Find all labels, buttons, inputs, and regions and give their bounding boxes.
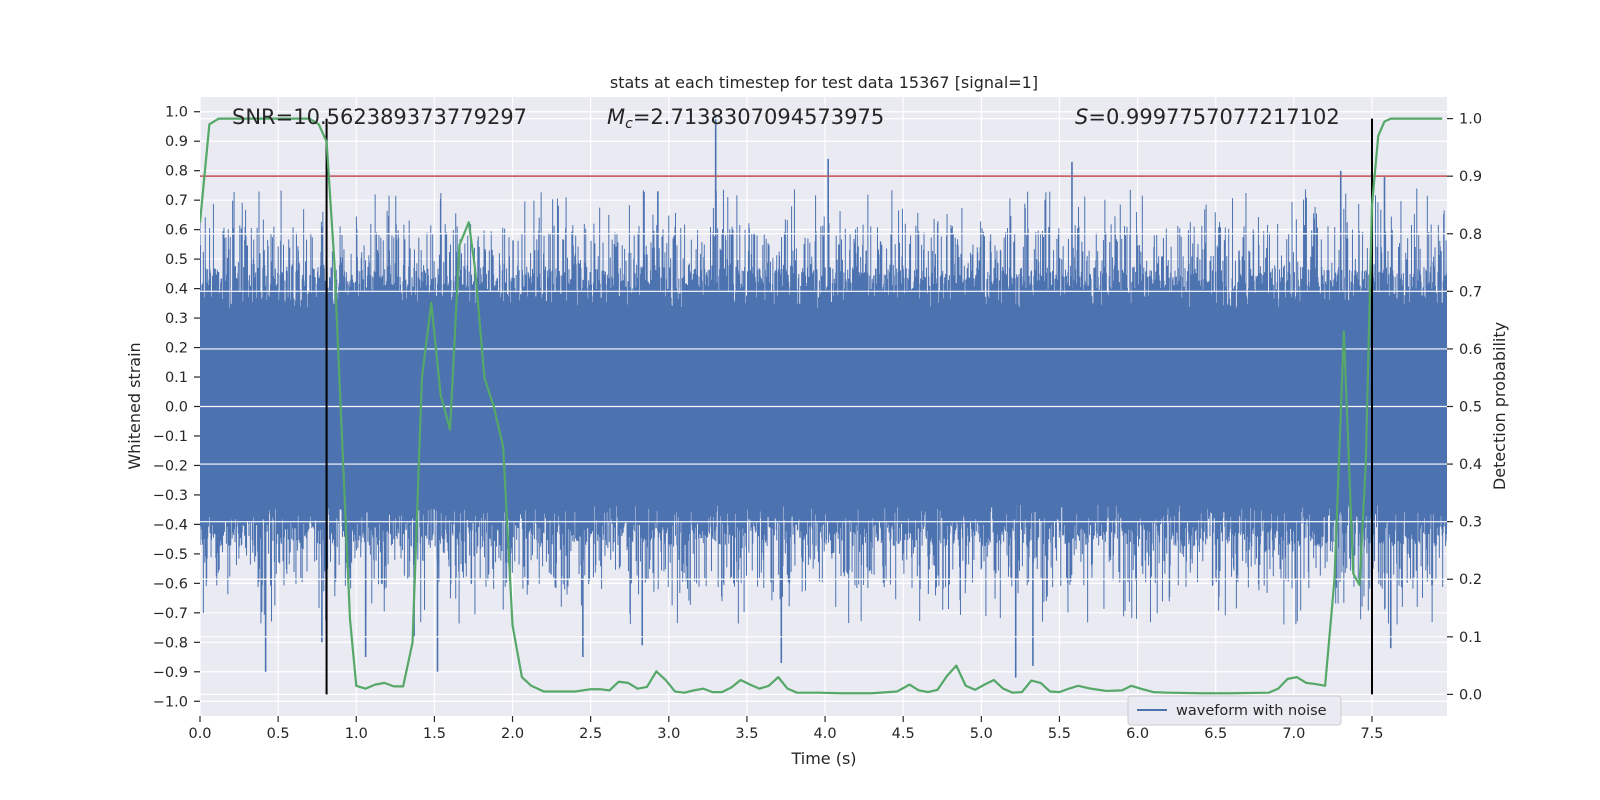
x-tick-label: 6.0	[1126, 726, 1149, 742]
left-y-tick-label: 0.3	[165, 311, 188, 327]
x-tick-label: 4.5	[892, 726, 915, 742]
detection-probability-line	[200, 117, 1443, 695]
x-tick-label: 2.0	[501, 726, 524, 742]
right-y-tick-label: 0.3	[1459, 515, 1482, 531]
x-tick-label: 6.5	[1204, 726, 1227, 742]
left-y-tick-label: 0.7	[165, 193, 188, 209]
x-tick-label: 5.5	[1048, 726, 1071, 742]
right-y-axis-label: Detection probability	[1490, 322, 1509, 490]
legend-box	[1127, 695, 1342, 726]
left-y-tick-label: 0.0	[165, 400, 188, 416]
left-y-tick-label: 0.9	[165, 134, 188, 150]
right-y-axis-ticks: 0.0 0.1 0.2 0.3 0.4 0.5 0.6 0.7 0.8 0.9 1.0	[1447, 112, 1482, 703]
x-axis-label: Time (s)	[790, 749, 856, 768]
right-y-tick-label: 0.6	[1459, 342, 1482, 358]
x-tick-label: 7.5	[1360, 726, 1383, 742]
left-y-tick-label: −0.3	[153, 488, 188, 504]
chirp-mass-subscript: c	[625, 116, 633, 132]
chirp-mass-symbol: M	[607, 105, 625, 129]
x-tick-label: 5.0	[970, 726, 993, 742]
right-y-tick-label: 0.5	[1459, 400, 1482, 416]
right-y-tick-label: 0.1	[1459, 630, 1482, 646]
x-tick-label: 4.0	[814, 726, 837, 742]
left-y-tick-label: −0.5	[153, 547, 188, 563]
x-tick-label: 3.5	[735, 726, 758, 742]
x-axis-ticks: 0.0 0.5 1.0 1.5 2.0 2.5 3.0 3.5 4.0 4.5 5.0 5.5 6.0 6…	[188, 716, 1384, 742]
left-y-tick-label: 1.0	[165, 105, 188, 121]
left-y-tick-label: −0.6	[153, 576, 188, 592]
x-tick-label: 1.0	[345, 726, 368, 742]
left-y-tick-label: −0.7	[153, 606, 188, 622]
left-y-tick-label: −0.1	[153, 429, 188, 445]
right-y-tick-label: 0.2	[1459, 572, 1482, 588]
left-y-tick-label: 0.2	[165, 341, 188, 357]
left-y-tick-label: −1.0	[153, 694, 188, 710]
left-y-tick-label: 0.5	[165, 252, 188, 268]
right-y-tick-label: 0.9	[1459, 169, 1482, 185]
chirp-mass-value: =2.7138307094573975	[633, 105, 884, 129]
snr-annotation: SNR=10.562389373779297	[232, 105, 527, 129]
left-y-tick-label: −0.4	[153, 517, 188, 533]
detection-statistic-symbol: S	[1075, 105, 1088, 129]
right-y-tick-label: 0.4	[1459, 457, 1482, 473]
legend: waveform with noise	[1127, 695, 1342, 726]
left-y-tick-label: 0.6	[165, 223, 188, 239]
detection-statistic-annotation: S=0.9997757077217102	[1075, 105, 1340, 129]
left-y-tick-label: 0.8	[165, 164, 188, 180]
left-y-axis-ticks: −1.0 −0.9 −0.8 −0.7 −0.6 −0.5 −0.4 −0.3 −0.2 −0.1…	[153, 105, 200, 710]
left-y-axis-label: Whitened strain	[125, 342, 144, 469]
chart-title: stats at each timestep for test data 153…	[610, 73, 1038, 92]
x-tick-label: 0.0	[188, 726, 211, 742]
waveform-series	[200, 114, 1447, 696]
left-y-tick-label: −0.8	[153, 635, 188, 651]
detection-probability-series	[200, 117, 1443, 695]
right-y-tick-label: 0.0	[1459, 687, 1482, 703]
right-y-tick-label: 0.7	[1459, 284, 1482, 300]
left-y-tick-label: 0.4	[165, 282, 188, 298]
x-tick-label: 7.0	[1282, 726, 1305, 742]
left-y-tick-label: 0.1	[165, 370, 188, 386]
right-y-tick-label: 0.8	[1459, 227, 1482, 243]
detection-statistic-value: =0.9997757077217102	[1088, 105, 1339, 129]
x-tick-label: 1.5	[423, 726, 446, 742]
x-tick-label: 0.5	[267, 726, 290, 742]
legend-label: waveform with noise	[1176, 703, 1327, 719]
chirp-mass-annotation: Mc=2.7138307094573975	[607, 105, 884, 132]
x-tick-label: 2.5	[579, 726, 602, 742]
left-y-tick-label: −0.9	[153, 665, 188, 681]
waveform-with-noise-line	[200, 188, 1447, 625]
right-y-tick-label: 1.0	[1459, 112, 1482, 128]
x-tick-label: 3.0	[657, 726, 680, 742]
left-y-tick-label: −0.2	[153, 458, 188, 474]
